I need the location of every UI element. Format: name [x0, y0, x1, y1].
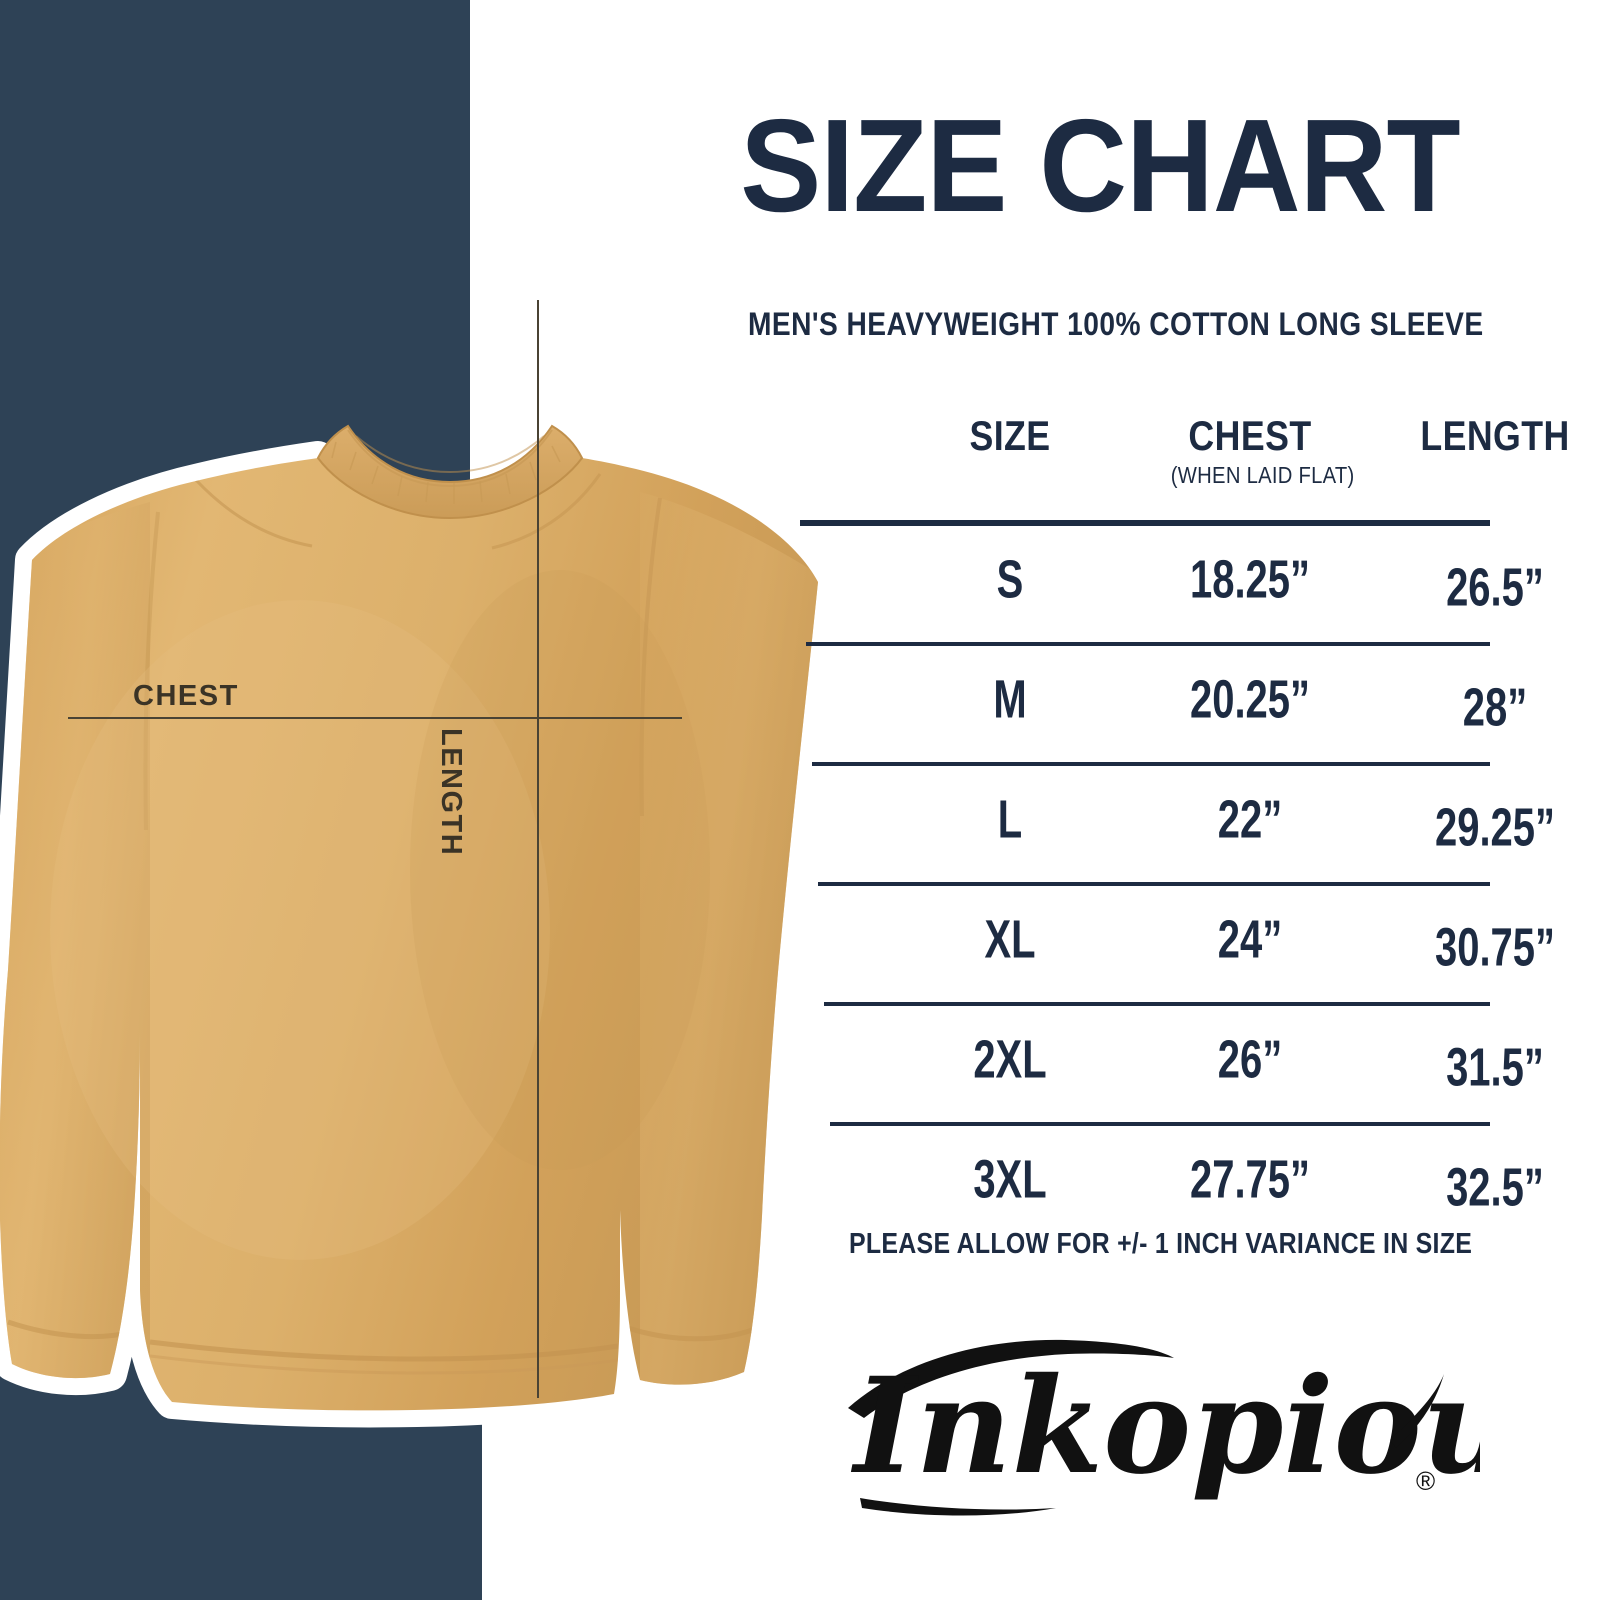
table-header-row: SIZE CHEST (WHEN LAID FLAT) LENGTH: [800, 412, 1569, 520]
size-table: SIZE CHEST (WHEN LAID FLAT) LENGTH S 18.…: [800, 412, 1569, 1242]
cell-length: 30.75”: [1434, 917, 1556, 978]
cell-size: 3XL: [973, 1149, 1047, 1210]
cell-chest: 22”: [1217, 789, 1283, 850]
cell-chest: 24”: [1217, 909, 1283, 970]
table-row: 2XL 26” 31.5”: [800, 1006, 1544, 1122]
table-row: S 18.25” 26.5”: [800, 526, 1544, 642]
cell-size: 2XL: [973, 1029, 1047, 1090]
brand-wordmark: Inkopious: [850, 1349, 1480, 1504]
cell-chest: 20.25”: [1189, 669, 1311, 730]
cell-size: S: [996, 549, 1024, 610]
column-header-chest: CHEST: [1188, 412, 1312, 459]
table-row-divider: [812, 762, 1490, 766]
page-title: SIZE CHART: [740, 92, 1460, 239]
table-row: M 20.25” 28”: [800, 646, 1527, 762]
table-row: L 22” 29.25”: [800, 766, 1555, 882]
cell-chest: 18.25”: [1189, 549, 1311, 610]
cell-length: 26.5”: [1446, 557, 1544, 618]
cell-length: 29.25”: [1434, 797, 1556, 858]
shirt-product-image: [0, 230, 830, 1450]
cell-chest: 27.75”: [1189, 1149, 1311, 1210]
column-header-length: LENGTH: [1420, 412, 1570, 459]
cell-size: M: [993, 669, 1027, 730]
table-row: XL 24” 30.75”: [800, 886, 1555, 1002]
table-row-divider: [830, 1122, 1490, 1126]
cell-size: XL: [984, 909, 1036, 970]
chart-content: SIZE CHART MEN'S HEAVYWEIGHT 100% COTTON…: [700, 0, 1600, 1600]
registered-trademark-icon: ®: [1416, 1466, 1435, 1496]
table-row-divider: [818, 882, 1490, 886]
cell-chest: 26”: [1217, 1029, 1283, 1090]
cell-size: L: [997, 789, 1023, 850]
column-header-size: SIZE: [969, 412, 1051, 459]
cell-length: 32.5”: [1446, 1157, 1544, 1218]
page-subtitle: MEN'S HEAVYWEIGHT 100% COTTON LONG SLEEV…: [748, 306, 1484, 342]
column-header-chest-subnote: (WHEN LAID FLAT): [1170, 462, 1355, 488]
table-header-rule: [800, 520, 1490, 526]
cell-length: 28”: [1462, 677, 1528, 738]
navy-panel-bottom-left: [0, 1400, 482, 1600]
table-row: 3XL 27.75” 32.5”: [800, 1126, 1544, 1242]
table-row-divider: [806, 642, 1490, 646]
brand-logo: Inkopious ®: [830, 1322, 1480, 1532]
cell-length: 31.5”: [1446, 1037, 1544, 1098]
variance-note: PLEASE ALLOW FOR +/- 1 INCH VARIANCE IN …: [849, 1228, 1473, 1260]
table-row-divider: [824, 1002, 1490, 1006]
